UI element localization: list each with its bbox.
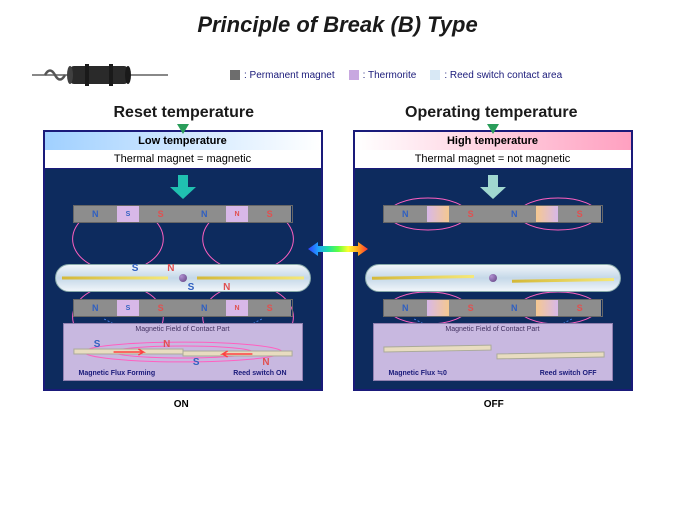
magnet-status-left: Thermal magnet = magnetic bbox=[45, 150, 321, 169]
marker-icon bbox=[177, 124, 189, 134]
pole-label-s: S bbox=[188, 282, 195, 293]
down-arrow-icon bbox=[168, 173, 198, 201]
inset-title: Magnetic Field of Contact Part bbox=[64, 324, 302, 335]
reed-switch-tube: S N S N bbox=[55, 264, 311, 292]
reed-contact-right bbox=[512, 278, 614, 283]
pole-s-mid: S bbox=[139, 206, 183, 222]
contact-inset-left: Magnetic Field of Contact Part S N S N M… bbox=[63, 323, 303, 381]
pole-s-mid: S bbox=[449, 206, 493, 222]
thermorite-seg: S bbox=[117, 206, 139, 222]
svg-text:S: S bbox=[93, 339, 100, 350]
diagram-right: N S N S N S N S Magnetic Field bbox=[355, 169, 631, 389]
pole-n: N bbox=[74, 300, 118, 316]
pole-label-s: S bbox=[132, 263, 139, 274]
legend-label: : Permanent magnet bbox=[244, 70, 335, 81]
thermorite-hot-seg bbox=[536, 206, 558, 222]
inset-label-left: Magnetic Flux ≒0 bbox=[389, 369, 447, 377]
pole-s-mid: S bbox=[139, 300, 183, 316]
legend-permanent-magnet: : Permanent magnet bbox=[230, 70, 335, 81]
pole-n-mid: N bbox=[492, 300, 536, 316]
legend: : Permanent magnet : Thermorite : Reed s… bbox=[230, 70, 562, 81]
thermorite-seg: N bbox=[226, 300, 248, 316]
contact-ball bbox=[489, 274, 497, 282]
state-labels-row: ON OFF bbox=[0, 391, 675, 410]
magnet-bar-top: N S S N N S bbox=[73, 205, 293, 223]
pole-label-n: N bbox=[167, 263, 174, 274]
pole-s: S bbox=[248, 300, 292, 316]
state-label-on: ON bbox=[41, 399, 321, 410]
reed-contact-right bbox=[197, 277, 304, 280]
swatch-reed-contact bbox=[430, 70, 440, 80]
swatch-permanent-magnet bbox=[230, 70, 240, 80]
svg-text:N: N bbox=[163, 339, 170, 350]
pole-s: S bbox=[558, 206, 602, 222]
reed-contact-left bbox=[371, 275, 473, 280]
subtitle-left: Reset temperature bbox=[54, 104, 314, 122]
pole-n-mid: N bbox=[182, 206, 226, 222]
legend-thermorite: : Thermorite bbox=[349, 70, 417, 81]
pole-n: N bbox=[74, 206, 118, 222]
thermorite-hot-seg bbox=[427, 300, 449, 316]
inset-label-right: Reed switch OFF bbox=[540, 370, 597, 377]
swatch-thermorite bbox=[349, 70, 359, 80]
temp-header-low: Low temperature bbox=[45, 132, 321, 150]
temp-header-high: High temperature bbox=[355, 132, 631, 150]
pole-n-mid: N bbox=[492, 206, 536, 222]
legend-label: : Thermorite bbox=[363, 70, 417, 81]
pole-n-mid: N bbox=[182, 300, 226, 316]
magnet-status-right: Thermal magnet = not magnetic bbox=[355, 150, 631, 169]
magnet-bar-bottom: N S S N N S bbox=[73, 299, 293, 317]
reed-contact-left bbox=[62, 277, 169, 280]
svg-text:N: N bbox=[262, 357, 269, 368]
component-photo bbox=[30, 56, 170, 94]
pole-s-mid: S bbox=[449, 300, 493, 316]
thermorite-seg: S bbox=[117, 300, 139, 316]
thermorite-seg: N bbox=[226, 206, 248, 222]
legend-label: : Reed switch contact area bbox=[444, 70, 562, 81]
marker-icon bbox=[487, 124, 499, 134]
inset-label-right: Reed switch ON bbox=[233, 370, 286, 377]
subtitles-row: Reset temperature Operating temperature bbox=[0, 99, 675, 130]
panels-container: Low temperature Thermal magnet = magneti… bbox=[0, 130, 675, 391]
pole-n: N bbox=[384, 300, 428, 316]
down-arrow-icon bbox=[478, 173, 508, 201]
state-label-off: OFF bbox=[354, 399, 634, 410]
panel-reset: Low temperature Thermal magnet = magneti… bbox=[43, 130, 323, 391]
diagram-left: N S S N N S S N S N N S S N bbox=[45, 169, 321, 389]
magnet-bar-bottom: N S N S bbox=[383, 299, 603, 317]
pole-s: S bbox=[558, 300, 602, 316]
thermorite-hot-seg bbox=[536, 300, 558, 316]
pole-n: N bbox=[384, 206, 428, 222]
svg-text:S: S bbox=[192, 357, 199, 368]
inset-title: Magnetic Field of Contact Part bbox=[374, 324, 612, 335]
contact-inset-right: Magnetic Field of Contact Part Magnetic … bbox=[373, 323, 613, 381]
contact-ball bbox=[179, 274, 187, 282]
subtitle-right: Operating temperature bbox=[361, 104, 621, 122]
pole-s: S bbox=[248, 206, 292, 222]
top-row: : Permanent magnet : Thermorite : Reed s… bbox=[0, 38, 675, 99]
page-title: Principle of Break (B) Type bbox=[0, 0, 675, 38]
magnet-bar-top: N S N S bbox=[383, 205, 603, 223]
thermorite-hot-seg bbox=[427, 206, 449, 222]
reed-switch-tube bbox=[365, 264, 621, 292]
legend-reed-contact: : Reed switch contact area bbox=[430, 70, 562, 81]
pole-label-n: N bbox=[223, 282, 230, 293]
rainbow-arrow-icon bbox=[308, 240, 368, 258]
inset-label-left: Magnetic Flux Forming bbox=[79, 370, 156, 377]
panel-operating: High temperature Thermal magnet = not ma… bbox=[353, 130, 633, 391]
